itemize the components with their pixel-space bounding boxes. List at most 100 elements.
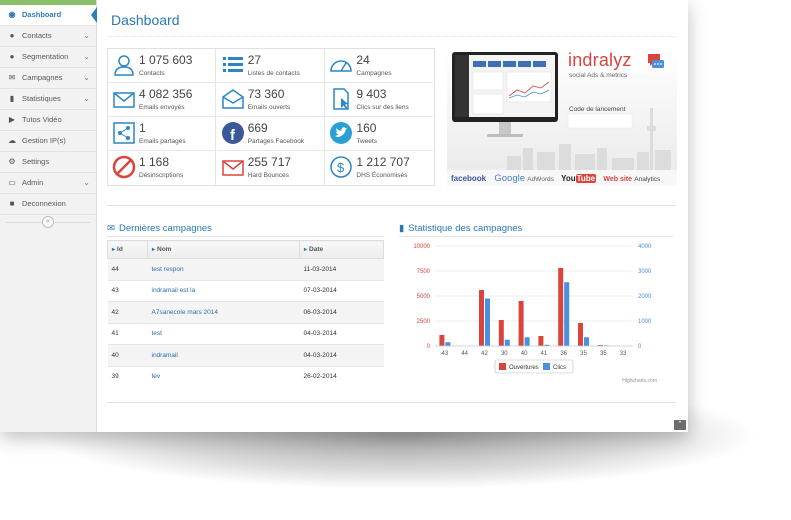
- sidebar-item-dashboard[interactable]: ◉ Dashboard: [0, 5, 97, 26]
- sidebar-item-admin[interactable]: ▭ Admin ⌄: [0, 173, 96, 194]
- sort-icon: ▸: [152, 247, 156, 253]
- sidebar-item-settings[interactable]: ⚙ Settings: [0, 152, 96, 173]
- user-icon: ●: [9, 31, 15, 40]
- x-tick-label: 40: [521, 351, 528, 357]
- sidebar-item-segmentation[interactable]: ● Segmentation ⌄: [0, 47, 96, 68]
- chevron-down-icon: ⌄: [83, 73, 90, 82]
- sidebar-top-bar: [0, 0, 96, 5]
- stat-tile: 1 168 Désinscriptions: [108, 151, 216, 185]
- campaigns-table-body: 44 test respon 11-03-2014 43 indramail est l…: [107, 258, 384, 387]
- stat-value: 73 360: [247, 87, 285, 101]
- table-row: 40 indramail 04-03-2014: [107, 344, 384, 366]
- stat-value: 669: [247, 121, 268, 135]
- column-header-date[interactable]: ▸ Date: [299, 240, 384, 259]
- bar-clics: [584, 337, 589, 346]
- sidebar-item-contacts[interactable]: ● Contacts ⌄: [0, 26, 96, 47]
- stat-tile: 160 Tweets: [325, 117, 434, 151]
- sidebar-item-label: Statistiques: [22, 94, 61, 103]
- sidebar-collapse-row: «: [0, 215, 96, 229]
- campaign-name-link[interactable]: test respon: [151, 265, 184, 273]
- share-icon: [113, 122, 135, 144]
- campaign-name-cell: fev: [147, 365, 300, 387]
- gauge-icon: [330, 60, 353, 72]
- campaign-id: 42: [107, 301, 148, 323]
- campaign-date: 11-03-2014: [299, 258, 384, 280]
- stat-tile: $1 212 707 DHS Économisés: [325, 151, 433, 185]
- chart-svg: 0 2500 5000 7500 10000 0 1000 2000 3000 4000 43 44 4…: [413, 244, 657, 384]
- sidebar-item-gestion-ip-s[interactable]: ☁ Gestion IP(s): [0, 131, 96, 152]
- sidebar-item-label: Dashboard: [22, 10, 62, 19]
- bar-clics: [544, 344, 550, 346]
- partner-logos: facebook Google AdWords YouTube Web site…: [451, 173, 677, 185]
- campaign-stats-chart: 0 2500 5000 7500 10000 0 1000 2000 3000 4000 43 44 4…: [395, 240, 665, 385]
- svg-text:$: $: [337, 160, 345, 175]
- sidebar-item-label: Admin: [22, 178, 44, 187]
- website-logo: Web site: [603, 176, 633, 183]
- chevron-down-icon: ⌄: [83, 52, 90, 61]
- table-row: 42 A7sanecole mars 2014 06-03-2014: [107, 301, 384, 323]
- user-outline-icon: [114, 55, 134, 76]
- campaign-id: 39: [107, 365, 148, 387]
- app-window: ◉ Dashboard ● Contacts ⌄ ● Segmentation ⌄ ✉ Campa…: [0, 0, 688, 432]
- campaign-name-link[interactable]: test: [151, 330, 162, 338]
- bar-clics: [524, 337, 530, 346]
- campaign-name-link[interactable]: A7sanecole mars 2014: [151, 308, 219, 316]
- indralyz-banner[interactable]: indralyz social Ads & metrics Code de la…: [447, 48, 677, 186]
- x-tick-label: 42: [481, 351, 488, 357]
- footer-divider: [107, 402, 676, 403]
- bar-clics: [485, 298, 490, 346]
- collapse-sidebar-icon[interactable]: «: [42, 216, 54, 228]
- campaigns-title-text: Dernières campagnes: [118, 223, 212, 234]
- document-cursor-icon: [333, 88, 350, 110]
- chart-title-rule: [399, 236, 673, 237]
- analytics-logo: Analytics: [634, 176, 661, 183]
- campaign-name-link[interactable]: fev: [151, 373, 161, 381]
- x-tick-label: 30: [501, 351, 508, 357]
- sidebar-item-tutos-vid-o[interactable]: ▶ Tutos Vidéo: [0, 110, 96, 131]
- adwords-logo: AdWords: [527, 176, 554, 183]
- scroll-to-top-button[interactable]: ⌃: [674, 420, 686, 430]
- sidebar-item-deconnexion[interactable]: ■ Deconnexion: [0, 194, 96, 215]
- sidebar-item-label: Tutos Vidéo: [22, 115, 62, 124]
- x-tick-label: 43: [442, 351, 449, 357]
- banner-graphic: [447, 48, 677, 186]
- legend-label: Clics: [553, 365, 566, 371]
- facebook-logo: facebook: [451, 174, 487, 183]
- stat-tile: f 669 Partages Facebook: [216, 117, 325, 151]
- campaign-name-link[interactable]: indramail: [151, 351, 178, 359]
- stat-label: DHS Économisés: [356, 172, 408, 179]
- sidebar-item-statistiques[interactable]: ▮ Statistiques ⌄: [0, 89, 96, 110]
- x-tick-label: 41: [541, 351, 548, 357]
- stat-label: Campagnes: [356, 70, 392, 77]
- table-row: 41 test 04-03-2014: [107, 322, 384, 345]
- campaign-date: 07-03-2014: [299, 279, 384, 302]
- stat-tile: 27 Listes de contacts: [216, 49, 325, 83]
- sidebar-item-label: Deconnexion: [22, 199, 66, 208]
- campaign-name-cell: test respon: [147, 258, 300, 280]
- column-header-id[interactable]: ▸ Id: [107, 240, 148, 259]
- column-header-name[interactable]: ▸ Nom: [147, 240, 300, 259]
- stat-value: 24: [356, 53, 370, 67]
- bar-ouvertures: [518, 301, 524, 346]
- campaign-name-link[interactable]: indramail est la: [151, 287, 196, 295]
- sort-icon: ▸: [112, 247, 116, 253]
- bar-ouvertures: [538, 336, 544, 346]
- sidebar-item-label: Campagnes: [22, 73, 63, 82]
- stat-tile: 1 075 603 Contacts: [108, 49, 216, 83]
- page-title: Dashboard: [111, 12, 180, 28]
- campaign-id: 43: [107, 279, 148, 302]
- legend-label: Ouvertures: [509, 365, 539, 371]
- bar-ouvertures: [578, 323, 583, 346]
- campaign-name-cell: A7sanecole mars 2014: [147, 301, 300, 323]
- x-tick-label: 35: [600, 351, 607, 357]
- sidebar-item-campagnes[interactable]: ✉ Campagnes ⌄: [0, 68, 96, 89]
- sidebar-item-label: Segmentation: [22, 52, 69, 61]
- table-row: 44 test respon 11-03-2014: [107, 258, 384, 280]
- stat-label: Listes de contacts: [247, 70, 300, 77]
- envelope-icon: ✉: [8, 73, 16, 82]
- svg-text:f: f: [230, 127, 236, 144]
- table-row: 43 indramail est la 07-03-2014: [107, 279, 384, 302]
- chart-legend: [494, 359, 574, 374]
- bar-clics: [504, 339, 510, 346]
- campaign-date: 04-03-2014: [299, 344, 384, 366]
